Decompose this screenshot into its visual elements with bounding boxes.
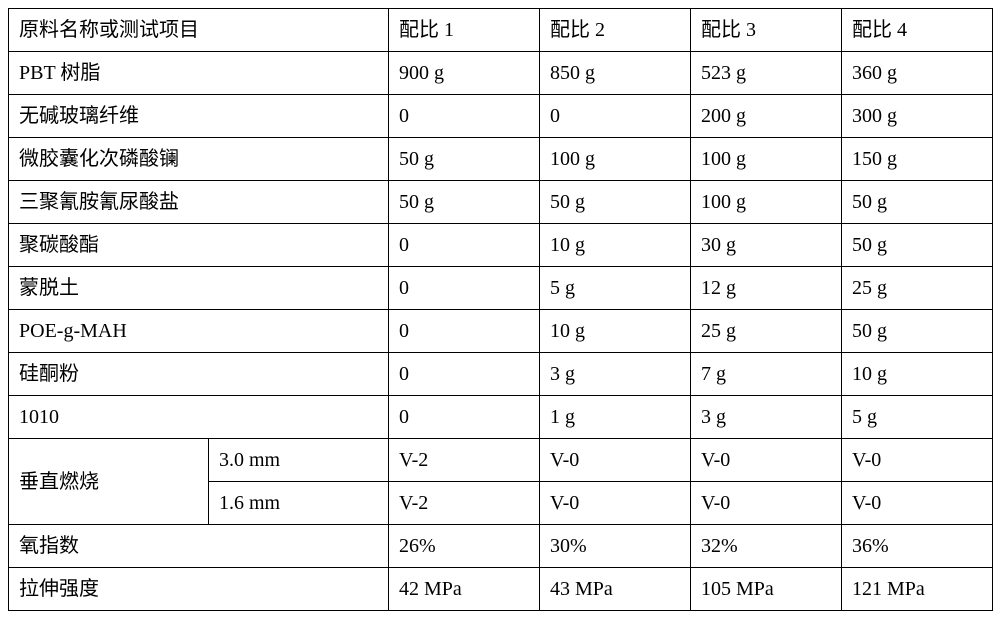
header-ratio3: 配比 3 <box>691 9 842 52</box>
cell: V-2 <box>389 482 540 525</box>
cell: V-0 <box>691 439 842 482</box>
cell: 900 g <box>389 52 540 95</box>
cell: 360 g <box>842 52 993 95</box>
cell: 0 <box>389 267 540 310</box>
cell: 32% <box>691 525 842 568</box>
cell: 3 g <box>691 396 842 439</box>
cell: 43 MPa <box>540 568 691 611</box>
cell: 25 g <box>691 310 842 353</box>
table-header-row: 原料名称或测试项目 配比 1 配比 2 配比 3 配比 4 <box>9 9 993 52</box>
cell: 50 g <box>842 224 993 267</box>
oxygen-row: 氧指数 26% 30% 32% 36% <box>9 525 993 568</box>
row-name: 蒙脱土 <box>9 267 389 310</box>
cell: 0 <box>389 95 540 138</box>
row-name: 三聚氰胺氰尿酸盐 <box>9 181 389 224</box>
tensile-row: 拉伸强度 42 MPa 43 MPa 105 MPa 121 MPa <box>9 568 993 611</box>
cell: 1 g <box>540 396 691 439</box>
row-name: PBT 树脂 <box>9 52 389 95</box>
cell: 850 g <box>540 52 691 95</box>
table-row: 聚碳酸酯 0 10 g 30 g 50 g <box>9 224 993 267</box>
cell: 30 g <box>691 224 842 267</box>
cell: 5 g <box>842 396 993 439</box>
cell: 50 g <box>842 181 993 224</box>
cell: 12 g <box>691 267 842 310</box>
row-name: 硅酮粉 <box>9 353 389 396</box>
vburn-row-a: 垂直燃烧 3.0 mm V-2 V-0 V-0 V-0 <box>9 439 993 482</box>
cell: 150 g <box>842 138 993 181</box>
vburn-thickness: 1.6 mm <box>209 482 389 525</box>
table-row: 微胶囊化次磷酸镧 50 g 100 g 100 g 150 g <box>9 138 993 181</box>
cell: V-0 <box>842 482 993 525</box>
header-ratio2: 配比 2 <box>540 9 691 52</box>
row-name: 微胶囊化次磷酸镧 <box>9 138 389 181</box>
cell: 105 MPa <box>691 568 842 611</box>
cell: V-0 <box>842 439 993 482</box>
cell: V-0 <box>540 439 691 482</box>
cell: 0 <box>540 95 691 138</box>
cell: 3 g <box>540 353 691 396</box>
cell: 0 <box>389 310 540 353</box>
cell: 50 g <box>389 181 540 224</box>
cell: 100 g <box>691 138 842 181</box>
header-ratio4: 配比 4 <box>842 9 993 52</box>
row-name: 氧指数 <box>9 525 389 568</box>
cell: 36% <box>842 525 993 568</box>
row-name: POE-g-MAH <box>9 310 389 353</box>
row-name: 聚碳酸酯 <box>9 224 389 267</box>
cell: 200 g <box>691 95 842 138</box>
table-row: POE-g-MAH 0 10 g 25 g 50 g <box>9 310 993 353</box>
cell: 42 MPa <box>389 568 540 611</box>
cell: 7 g <box>691 353 842 396</box>
vburn-label: 垂直燃烧 <box>9 439 209 525</box>
cell: 300 g <box>842 95 993 138</box>
cell: 5 g <box>540 267 691 310</box>
cell: 50 g <box>389 138 540 181</box>
cell: 121 MPa <box>842 568 993 611</box>
cell: 100 g <box>691 181 842 224</box>
cell: 0 <box>389 224 540 267</box>
row-name: 拉伸强度 <box>9 568 389 611</box>
vburn-thickness: 3.0 mm <box>209 439 389 482</box>
cell: 10 g <box>842 353 993 396</box>
table-row: PBT 树脂 900 g 850 g 523 g 360 g <box>9 52 993 95</box>
cell: 50 g <box>842 310 993 353</box>
cell: 100 g <box>540 138 691 181</box>
cell: V-2 <box>389 439 540 482</box>
cell: 30% <box>540 525 691 568</box>
composition-table: 原料名称或测试项目 配比 1 配比 2 配比 3 配比 4 PBT 树脂 900… <box>8 8 993 611</box>
cell: 26% <box>389 525 540 568</box>
table-row: 蒙脱土 0 5 g 12 g 25 g <box>9 267 993 310</box>
cell: 10 g <box>540 310 691 353</box>
cell: 0 <box>389 353 540 396</box>
row-name: 1010 <box>9 396 389 439</box>
cell: 523 g <box>691 52 842 95</box>
header-ratio1: 配比 1 <box>389 9 540 52</box>
header-name: 原料名称或测试项目 <box>9 9 389 52</box>
cell: 10 g <box>540 224 691 267</box>
cell: 50 g <box>540 181 691 224</box>
table-row: 无碱玻璃纤维 0 0 200 g 300 g <box>9 95 993 138</box>
cell: V-0 <box>691 482 842 525</box>
table-row: 三聚氰胺氰尿酸盐 50 g 50 g 100 g 50 g <box>9 181 993 224</box>
table-row: 1010 0 1 g 3 g 5 g <box>9 396 993 439</box>
cell: 25 g <box>842 267 993 310</box>
cell: 0 <box>389 396 540 439</box>
cell: V-0 <box>540 482 691 525</box>
table-row: 硅酮粉 0 3 g 7 g 10 g <box>9 353 993 396</box>
row-name: 无碱玻璃纤维 <box>9 95 389 138</box>
